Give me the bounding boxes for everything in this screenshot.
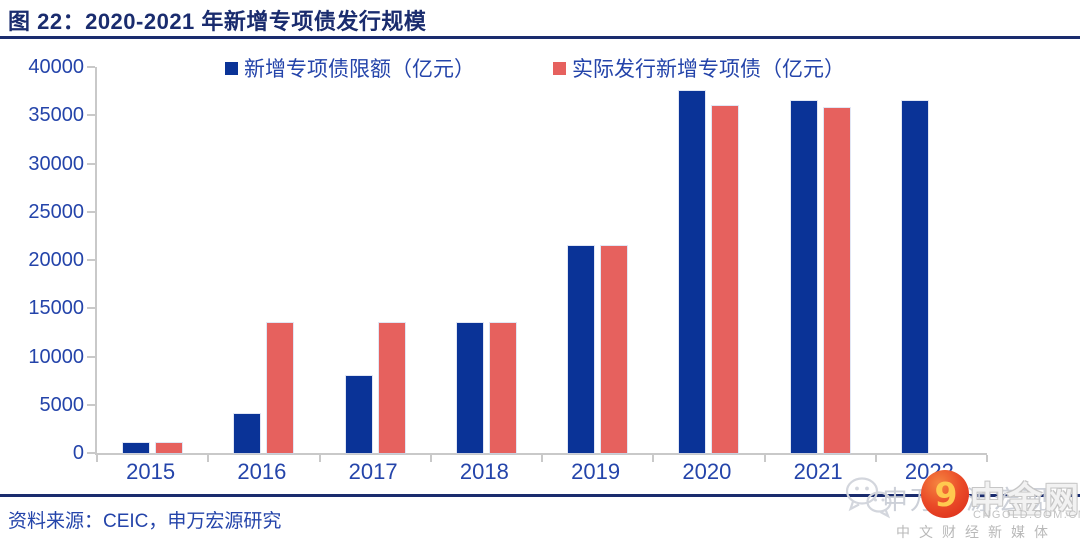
bar-actual <box>156 443 183 453</box>
y-axis-label: 0 <box>72 442 84 464</box>
x-axis-tick <box>541 455 543 462</box>
y-axis-tick <box>87 403 95 406</box>
cngold-logo-icon: 9 <box>920 469 970 524</box>
y-axis-tick <box>87 162 95 165</box>
legend-swatch <box>553 61 566 75</box>
legend-label: 新增专项债限额（亿元） <box>244 58 475 81</box>
bar-actual <box>601 245 628 453</box>
bar-limit <box>679 91 706 453</box>
y-axis-label: 5000 <box>39 393 85 416</box>
plot-area: 新增专项债限额（亿元） 实际发行新增专项债（亿元） <box>87 58 988 462</box>
wechat-icon <box>842 474 894 527</box>
y-axis-tick <box>87 307 95 310</box>
x-axis-label: 2015 <box>126 459 176 484</box>
x-axis-tick <box>986 455 988 462</box>
chart-legend: 新增专项债限额（亿元） 实际发行新增专项债（亿元） <box>225 53 845 83</box>
bar-chart: 0 5000 10000 15000 20000 25000 30000 35000 40000… <box>0 40 1080 490</box>
watermark-tagline-text: 中文财经新媒体 <box>896 524 1057 540</box>
y-axis-label: 10000 <box>28 345 84 368</box>
y-axis-tick <box>87 66 95 68</box>
y-axis-tick <box>87 452 95 454</box>
x-axis-tick <box>763 455 766 462</box>
x-axis-label: 2020 <box>682 459 732 484</box>
x-axis-tick <box>318 455 321 462</box>
bar-limit <box>568 245 595 453</box>
y-axis-label: 15000 <box>28 297 84 320</box>
bar-limit <box>234 414 261 453</box>
bar-actual <box>712 105 739 453</box>
y-axis-labels: 0 5000 10000 15000 20000 25000 30000 35000 40000 <box>0 56 85 464</box>
category-column <box>876 67 987 453</box>
y-axis-label: 25000 <box>28 200 84 223</box>
x-axis-label: 2018 <box>459 459 509 484</box>
x-axis-tick <box>207 455 210 462</box>
svg-text:9: 9 <box>935 475 958 514</box>
y-axis-tick <box>87 210 95 213</box>
category-column <box>653 67 764 453</box>
y-axis-tick <box>87 114 95 117</box>
category-column <box>542 67 653 453</box>
bar-limit <box>901 100 928 453</box>
watermark-domain-text: CNGOLD.COM.CN <box>973 509 1080 521</box>
legend-item: 新增专项债限额（亿元） <box>225 53 475 83</box>
x-axis-tick <box>429 455 432 462</box>
x-axis-tick <box>874 455 877 462</box>
category-column <box>765 67 876 453</box>
y-axis-tick <box>87 355 95 358</box>
category-column <box>320 67 431 453</box>
bar-actual <box>489 322 516 453</box>
figure-title: 图 22：2020-2021 年新增专项债发行规模 <box>8 9 427 34</box>
x-axis-label: 2017 <box>348 459 398 484</box>
y-axis-label: 40000 <box>28 56 84 78</box>
watermark: 申万宏源宏观 中金网 9 CNGOLD.COM.CN 中文财经新媒体 <box>818 438 1080 544</box>
bar-limit <box>123 443 150 453</box>
x-axis-label: 2016 <box>237 459 287 484</box>
category-column <box>431 67 542 453</box>
category-column <box>208 67 319 453</box>
x-axis-label: 2019 <box>571 459 621 484</box>
source-note: 资料来源：CEIC，申万宏源研究 <box>8 511 282 532</box>
y-axis-label: 30000 <box>28 152 84 175</box>
legend-label: 实际发行新增专项债（亿元） <box>572 58 845 81</box>
bar-actual <box>823 107 850 453</box>
plot-columns <box>97 67 987 453</box>
x-axis-labels: 2015 2016 2017 2018 2019 2020 2021 2022 <box>95 459 985 485</box>
watermark-brand-text: 中金网 <box>970 481 1080 520</box>
y-axis-label: 35000 <box>28 104 84 127</box>
bar-limit <box>456 322 483 453</box>
bar-actual <box>378 322 405 453</box>
footer-divider <box>0 494 1080 497</box>
bar-limit <box>790 100 817 453</box>
bar-actual <box>267 322 294 453</box>
x-axis-tick <box>96 455 98 462</box>
bar-limit <box>345 375 372 453</box>
x-axis-tick <box>652 455 655 462</box>
x-axis-label: 2021 <box>793 459 843 484</box>
title-divider <box>0 36 1080 39</box>
y-axis-tick <box>87 259 95 261</box>
legend-swatch <box>225 61 238 75</box>
y-axis-label: 20000 <box>28 249 84 271</box>
legend-item: 实际发行新增专项债（亿元） <box>553 53 845 83</box>
category-column <box>97 67 208 453</box>
